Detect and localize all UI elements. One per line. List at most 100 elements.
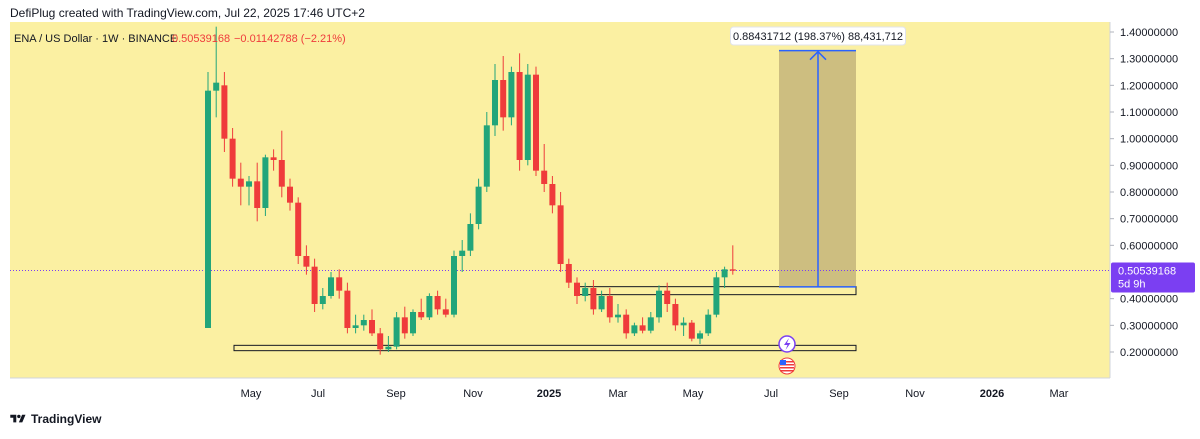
candle[interactable] bbox=[385, 336, 392, 352]
candle[interactable] bbox=[483, 112, 490, 192]
candle[interactable] bbox=[319, 288, 326, 310]
candle-body bbox=[656, 290, 662, 318]
time-tick-label: Sep bbox=[386, 388, 406, 400]
candle[interactable] bbox=[311, 258, 318, 312]
candle[interactable] bbox=[631, 322, 638, 336]
candle[interactable] bbox=[533, 66, 539, 176]
candle[interactable] bbox=[729, 245, 736, 275]
candle[interactable] bbox=[418, 298, 425, 320]
candle[interactable] bbox=[713, 272, 720, 318]
candle[interactable] bbox=[656, 285, 662, 323]
candle-body bbox=[360, 320, 367, 326]
candle-body bbox=[442, 309, 449, 315]
candle[interactable] bbox=[410, 309, 416, 336]
candle[interactable] bbox=[467, 213, 474, 256]
candle[interactable] bbox=[582, 282, 589, 302]
candle[interactable] bbox=[574, 277, 580, 304]
candle-body bbox=[615, 314, 621, 318]
time-tick-label: May bbox=[683, 388, 704, 400]
candle-body bbox=[623, 314, 630, 334]
candle[interactable] bbox=[647, 312, 654, 334]
candle[interactable] bbox=[524, 64, 531, 166]
candle-body bbox=[205, 90, 211, 329]
candle[interactable] bbox=[697, 330, 703, 344]
footer-brand[interactable]: TradingView bbox=[10, 411, 101, 427]
candle-body bbox=[557, 205, 564, 264]
candle[interactable] bbox=[549, 176, 556, 214]
candle[interactable] bbox=[680, 317, 687, 336]
candle[interactable] bbox=[246, 176, 252, 206]
measure-label-text: 0.88431712 (198.37%) 88,431,712 bbox=[733, 31, 903, 43]
candle-body bbox=[434, 296, 441, 310]
candle-body bbox=[664, 290, 671, 304]
candle[interactable] bbox=[565, 258, 572, 288]
candle-body bbox=[295, 202, 302, 256]
candle[interactable] bbox=[278, 130, 285, 198]
candle[interactable] bbox=[606, 288, 613, 323]
candle[interactable] bbox=[229, 128, 236, 187]
candle[interactable] bbox=[352, 314, 359, 334]
legend-symbol[interactable]: ENA / US Dollar · 1W · BINANCE bbox=[14, 33, 177, 45]
candle[interactable] bbox=[213, 26, 220, 118]
lightning-icon[interactable] bbox=[778, 335, 796, 353]
candle[interactable] bbox=[475, 178, 482, 230]
candle[interactable] bbox=[615, 304, 621, 323]
candle[interactable] bbox=[688, 320, 695, 342]
candle[interactable] bbox=[451, 250, 457, 318]
candle[interactable] bbox=[426, 293, 433, 320]
time-tick-label: May bbox=[241, 388, 262, 400]
candle[interactable] bbox=[557, 192, 564, 272]
candle[interactable] bbox=[328, 272, 334, 299]
candle[interactable] bbox=[287, 178, 293, 211]
candle[interactable] bbox=[369, 309, 375, 336]
candle-body bbox=[508, 72, 515, 118]
candle[interactable] bbox=[221, 72, 228, 152]
candle[interactable] bbox=[442, 298, 449, 318]
candle-body bbox=[459, 250, 466, 256]
support-zone-box[interactable] bbox=[233, 344, 857, 352]
candle[interactable] bbox=[254, 162, 261, 222]
candle[interactable] bbox=[270, 149, 277, 171]
time-tick-label: Mar bbox=[609, 388, 628, 400]
candle-body bbox=[541, 170, 548, 184]
candle[interactable] bbox=[541, 144, 548, 192]
candle-body bbox=[418, 312, 425, 318]
candle[interactable] bbox=[705, 309, 712, 336]
candle[interactable] bbox=[639, 317, 646, 334]
candle[interactable] bbox=[590, 280, 597, 315]
candle[interactable] bbox=[377, 328, 384, 355]
candle-body bbox=[426, 296, 433, 318]
candle[interactable] bbox=[295, 197, 302, 264]
candle[interactable] bbox=[721, 266, 728, 288]
candle-body bbox=[492, 80, 498, 126]
candle-body bbox=[328, 277, 334, 296]
candle[interactable] bbox=[492, 64, 498, 136]
candle[interactable] bbox=[237, 162, 244, 206]
candle[interactable] bbox=[401, 306, 408, 339]
candle[interactable] bbox=[516, 53, 523, 171]
us-flag-icon[interactable] bbox=[778, 357, 796, 375]
candle[interactable] bbox=[434, 290, 441, 315]
candle[interactable] bbox=[360, 314, 367, 331]
candle[interactable] bbox=[336, 269, 343, 299]
candle[interactable] bbox=[672, 298, 679, 331]
candle[interactable] bbox=[598, 290, 605, 312]
candle-body bbox=[451, 256, 457, 315]
candle[interactable] bbox=[500, 56, 507, 131]
candle[interactable] bbox=[205, 72, 211, 329]
candle[interactable] bbox=[459, 240, 466, 272]
candle[interactable] bbox=[393, 312, 400, 350]
candle[interactable] bbox=[344, 282, 351, 334]
candle-body bbox=[598, 296, 605, 310]
candle-body bbox=[483, 125, 490, 187]
candle-body bbox=[721, 269, 728, 278]
candle[interactable] bbox=[508, 66, 515, 126]
candle[interactable] bbox=[303, 245, 310, 275]
candle[interactable] bbox=[623, 309, 630, 339]
candle[interactable] bbox=[262, 154, 269, 216]
candle[interactable] bbox=[664, 282, 671, 312]
candle-body bbox=[590, 288, 597, 310]
candle-body bbox=[565, 264, 572, 283]
